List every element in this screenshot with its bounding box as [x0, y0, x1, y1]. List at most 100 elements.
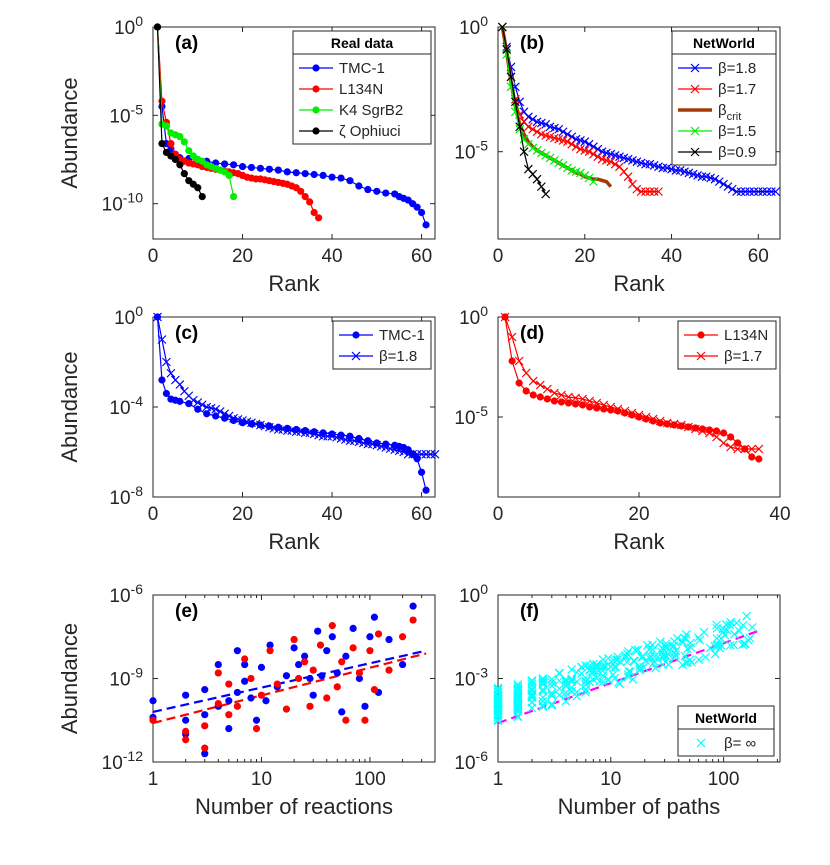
data-point: [710, 641, 720, 651]
data-point: [229, 161, 238, 169]
data-point: [586, 403, 594, 411]
data-point: [224, 411, 234, 421]
data-point: [497, 22, 507, 32]
legend-marker: [696, 738, 706, 748]
data-point: [514, 356, 524, 366]
data-point: [515, 379, 523, 387]
legend-entry: TMC-1: [339, 60, 385, 77]
data-point: [584, 147, 594, 157]
data-point: [725, 640, 735, 650]
data-point: [346, 177, 354, 185]
x-tick-label: 10: [251, 769, 272, 790]
data-point: [422, 221, 430, 229]
data-point: [683, 422, 693, 432]
data-point: [550, 397, 559, 405]
legend-marker: [351, 351, 361, 361]
data-point: [766, 187, 776, 197]
data-point: [430, 449, 440, 459]
data-point: [623, 172, 633, 182]
y-tick-label: 10-10: [102, 190, 144, 216]
data-point: [513, 703, 523, 712]
data-point: [547, 699, 557, 709]
data-point: [645, 187, 655, 197]
data-point: [561, 691, 571, 701]
data-point: [197, 400, 207, 410]
data-point: [309, 666, 317, 674]
data-point: [712, 620, 722, 630]
data-point: [698, 426, 707, 436]
data-point: [678, 660, 688, 670]
x-tick-label: 100: [708, 769, 740, 790]
data-point: [252, 716, 261, 724]
data-point: [201, 711, 209, 719]
data-point: [748, 453, 756, 461]
data-point: [547, 678, 557, 687]
y-tick-label: 100: [114, 13, 143, 39]
data-point: [649, 187, 659, 197]
data-point: [558, 127, 568, 137]
data-point: [661, 657, 670, 667]
data-point: [536, 182, 546, 192]
data-point: [167, 140, 175, 148]
data-point: [493, 685, 503, 695]
data-point: [493, 697, 503, 706]
data-point: [567, 139, 577, 149]
data-point: [315, 214, 323, 222]
data-point: [247, 694, 255, 702]
data-point: [233, 688, 241, 697]
data-point: [685, 638, 695, 648]
data-point: [328, 622, 336, 630]
data-point: [157, 335, 167, 344]
data-point: [612, 655, 621, 665]
data-point: [398, 660, 407, 669]
panel-label: (d): [520, 323, 544, 344]
data-point: [252, 725, 261, 733]
data-point: [256, 164, 265, 172]
data-point: [182, 691, 190, 699]
data-point: [580, 170, 590, 180]
data-point: [636, 187, 646, 197]
x-tick-label: 20: [232, 246, 253, 267]
data-point: [412, 449, 422, 459]
y-tick-label: 10-5: [454, 138, 488, 164]
data-point: [641, 187, 650, 197]
data-point: [742, 611, 752, 621]
data-point: [670, 650, 680, 660]
data-point: [699, 627, 709, 637]
data-point: [655, 416, 665, 426]
data-point: [363, 439, 373, 449]
data-point: [273, 680, 281, 688]
data-point: [527, 681, 537, 691]
data-point: [658, 163, 668, 173]
data-point: [622, 657, 632, 667]
data-point: [606, 402, 616, 412]
legend-marker: [352, 331, 360, 339]
data-point: [733, 444, 743, 454]
data-point: [641, 159, 650, 169]
data-point: [323, 694, 331, 702]
data-point: [274, 166, 282, 174]
series-β=1.7: [500, 312, 764, 454]
data-point: [225, 171, 233, 179]
data-point: [538, 685, 548, 694]
legend-title: Real data: [331, 35, 393, 51]
data-point: [361, 716, 369, 724]
data-point: [623, 646, 633, 656]
x-tick-label: 100: [354, 769, 386, 790]
data-point: [314, 627, 322, 635]
data-point: [638, 651, 647, 661]
data-point: [273, 425, 283, 434]
data-point: [730, 629, 739, 639]
data-point: [507, 332, 517, 342]
legend-marker: [312, 106, 320, 114]
y-tick-label: 10-9: [109, 665, 143, 691]
data-point: [171, 155, 179, 164]
y-tick-label: 10-12: [102, 748, 144, 774]
legend-entry: ζ Ophiuci: [339, 123, 401, 140]
data-point: [417, 468, 426, 476]
data-point: [382, 189, 390, 197]
data-point: [579, 401, 587, 409]
data-point: [153, 23, 162, 31]
data-point: [538, 678, 548, 688]
